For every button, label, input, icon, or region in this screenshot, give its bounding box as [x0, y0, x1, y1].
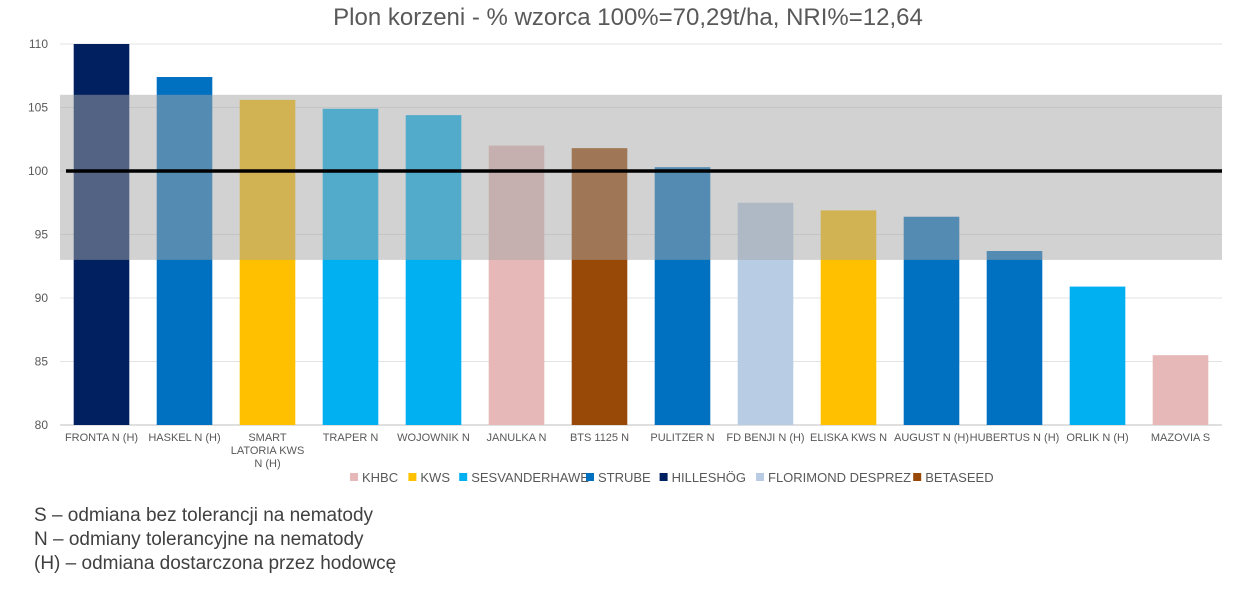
x-tick-label: SMART LATORIA KWS N (H) — [231, 432, 305, 470]
legend-swatch — [459, 473, 468, 481]
x-tick-label: BTS 1125 N — [570, 432, 629, 444]
legend-swatch — [586, 473, 594, 481]
x-tick-label: MAZOVIA S — [1151, 432, 1210, 444]
chart-title: Plon korzeni - % wzorca 100%=70,29t/ha, … — [333, 4, 923, 31]
bar — [1152, 355, 1209, 425]
x-tick-label: FRONTA N (H) — [65, 432, 138, 444]
y-tick-label: 100 — [28, 164, 48, 178]
x-tick-label: HUBERTUS N (H) — [970, 432, 1060, 444]
x-tick-label: ELISKA KWS N — [810, 432, 887, 444]
x-tick-label: HASKEL N (H) — [148, 432, 220, 444]
y-tick-label: 105 — [28, 101, 48, 115]
x-tick-label: WOJOWNIK N — [397, 432, 470, 444]
legend-swatch — [350, 473, 358, 481]
bar — [986, 251, 1043, 425]
x-tick-label: AUGUST N (H) — [894, 432, 969, 444]
legend-label: SESVANDERHAWE — [471, 470, 589, 485]
legend-label: STRUBE — [598, 470, 651, 485]
y-tick-label: 90 — [35, 291, 49, 305]
legend-swatch — [659, 473, 668, 481]
legend-label: HILLESHÖG — [672, 470, 746, 485]
x-tick-label: FD BENJI N (H) — [726, 432, 804, 444]
nri-band — [60, 94, 1222, 260]
legend-swatch — [756, 473, 764, 481]
y-tick-label: 110 — [29, 37, 48, 51]
note-s: S – odmiana bez tolerancji na nematody — [34, 505, 374, 526]
legend-swatch — [913, 473, 922, 481]
x-tick-label: JANULKA N — [487, 432, 547, 444]
y-tick-label: 85 — [35, 355, 49, 369]
legend-swatch — [408, 473, 417, 481]
legend-label: FLORIMOND DESPREZ — [768, 470, 911, 485]
legend-label: KWS — [420, 470, 450, 485]
x-tick-label: TRAPER N — [323, 432, 379, 444]
legend-label: KHBC — [362, 470, 398, 485]
x-tick-label: ORLIK N (H) — [1066, 432, 1128, 444]
legend-notes: S – odmiana bez tolerancji na nematody N… — [34, 504, 396, 576]
note-h: (H) – odmiana dostarczona przez hodowcę — [34, 553, 397, 574]
x-tick-label: PULITZER N — [650, 432, 714, 444]
bar — [1069, 286, 1126, 425]
note-n: N – odmiany tolerancyjne na nematody — [34, 529, 364, 550]
y-tick-label: 80 — [35, 418, 49, 432]
bar-chart: 80 85 90 95 100 105 110 FRONTA N (H) HASKEL N (H… — [28, 37, 1222, 485]
y-tick-label: 95 — [35, 228, 49, 242]
legend-label: BETASEED — [925, 470, 993, 485]
